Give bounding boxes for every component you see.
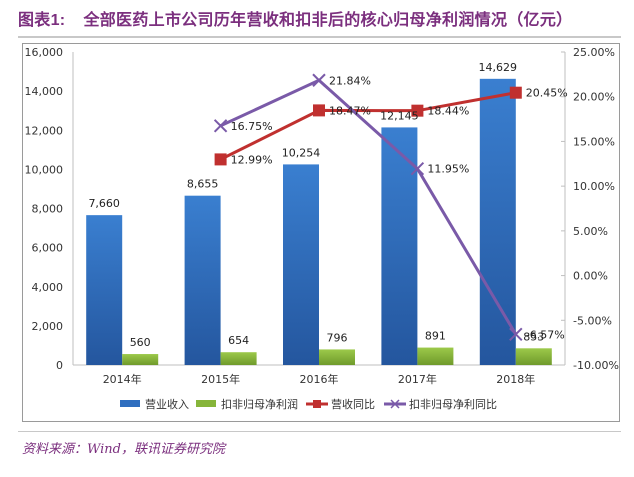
left-axis-tick-label: 2,000 (32, 320, 64, 333)
right-axis-tick-label: 10.00% (573, 180, 615, 193)
left-axis-tick-label: 10,000 (25, 163, 64, 176)
left-axis-tick-label: 0 (56, 359, 63, 372)
revenue-yoy-marker (313, 104, 325, 117)
right-axis-tick-label: 0.00% (573, 270, 608, 283)
left-axis-tick-label: 16,000 (25, 46, 64, 59)
figure-title: 图表1: 全部医药上市公司历年营收和扣非后的核心归母净利润情况（亿元） (18, 6, 572, 30)
right-axis-tick-label: 5.00% (573, 225, 608, 238)
profit-yoy-label: 21.84% (329, 74, 371, 87)
revenue-yoy-label: 18.44% (427, 105, 469, 118)
revenue-bar-label: 8,655 (187, 178, 219, 191)
revenue-bar (479, 78, 516, 365)
profit-yoy-marker (312, 73, 326, 87)
legend-revenue-yoy: 营收同比 (306, 397, 375, 411)
revenue-bar (86, 215, 123, 365)
revenue-yoy-marker (411, 104, 424, 117)
profit-yoy-marker (509, 327, 523, 342)
right-axis-tick-label: 25.00% (573, 46, 615, 59)
revenue-bar-label: 10,254 (282, 146, 321, 159)
profit-bar (515, 348, 552, 365)
x-axis-tick-label: 2015年 (201, 372, 240, 386)
left-axis-tick-label: 8,000 (32, 203, 64, 216)
profit-yoy-marker (410, 161, 425, 176)
legend: 营业收入 扣非归母净利润 营收同比 扣非归母净利同比 (120, 397, 497, 411)
right-axis-tick-label: 20.00% (573, 91, 615, 104)
legend-profit-yoy-label: 扣非归母净利同比 (409, 397, 497, 411)
legend-revenue-label: 营业收入 (145, 397, 189, 411)
profit-yoy-label: 11.95% (427, 163, 469, 176)
title-divider (18, 36, 621, 38)
profit-bar (220, 352, 257, 365)
legend-profit-swatch (196, 400, 216, 407)
right-axis-tick-label: 15.00% (573, 135, 615, 148)
left-axis-tick-label: 6,000 (32, 242, 64, 255)
revenue-bar-label: 12,145 (380, 109, 419, 122)
revenue-yoy-marker (214, 153, 227, 166)
figure-number: 图表1: (18, 12, 66, 29)
legend-profit-label: 扣非归母净利润 (221, 397, 298, 411)
profit-yoy-label: 16.75% (231, 120, 273, 133)
x-axis-tick-label: 2014年 (103, 372, 142, 386)
profit-bar (417, 347, 454, 365)
revenue-yoy-label: 20.45% (526, 87, 568, 100)
source-divider (18, 431, 621, 432)
legend-profit: 扣非归母净利润 (196, 397, 298, 411)
revenue-yoy-label: 18.47% (329, 104, 371, 117)
profit-yoy-marker (213, 119, 228, 133)
left-axis-tick-label: 4,000 (32, 281, 64, 294)
profit-yoy-line (219, 78, 518, 336)
revenue-bar (184, 195, 221, 365)
left-axis-tick-label: 12,000 (25, 124, 64, 137)
profit-bar (319, 349, 355, 365)
x-axis-tick-label: 2016年 (300, 372, 339, 386)
revenue-bar (381, 127, 418, 365)
profit-yoy-label: -6.57% (526, 328, 565, 341)
revenue-yoy-marker (509, 86, 522, 99)
legend-revenue: 营业收入 (120, 397, 189, 411)
profit-bar-label: 853 (523, 330, 544, 343)
profit-bar-label: 654 (228, 334, 249, 347)
profit-bar-label: 560 (130, 336, 151, 349)
legend-profit-yoy: 扣非归母净利同比 (384, 397, 497, 411)
x-axis-tick-label: 2018年 (496, 372, 535, 386)
x-axis-tick-label: 2017年 (398, 372, 437, 386)
profit-bar (122, 354, 159, 365)
chart-frame (22, 43, 620, 422)
legend-revenue-swatch (120, 400, 140, 407)
revenue-bar-label: 7,660 (88, 197, 120, 210)
profit-bar-label: 891 (425, 330, 446, 343)
figure-title-text: 全部医药上市公司历年营收和扣非后的核心归母净利润情况（亿元） (83, 12, 573, 29)
left-axis-tick-label: 14,000 (25, 85, 64, 98)
profit-bar-label: 796 (327, 331, 348, 344)
revenue-yoy-label: 12.99% (231, 153, 273, 166)
source-note: 资料来源：Wind，联讯证券研究院 (22, 442, 225, 457)
right-axis-tick-label: -5.00% (573, 314, 612, 327)
revenue-yoy-line (219, 91, 517, 161)
revenue-bar (283, 164, 319, 365)
revenue-bar-label: 14,629 (479, 61, 518, 74)
legend-revenue-yoy-label: 营收同比 (331, 397, 375, 411)
right-axis-tick-label: -10.00% (573, 359, 619, 372)
